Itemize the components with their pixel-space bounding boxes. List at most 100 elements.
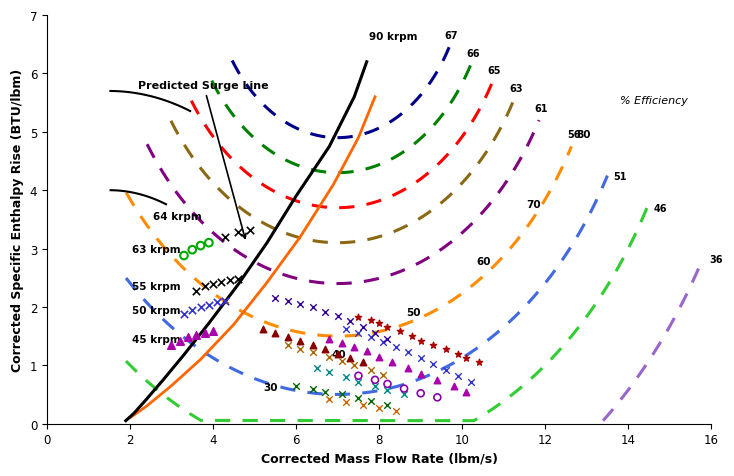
Point bbox=[390, 407, 401, 415]
Point bbox=[219, 298, 231, 305]
Point bbox=[386, 359, 398, 367]
Point bbox=[294, 300, 306, 308]
Point bbox=[195, 303, 206, 311]
Point bbox=[415, 337, 426, 345]
Text: Predicted Surge Line: Predicted Surge Line bbox=[138, 81, 269, 239]
Point bbox=[374, 404, 385, 412]
Text: 80: 80 bbox=[576, 129, 591, 139]
Point bbox=[352, 394, 364, 402]
Text: 67: 67 bbox=[445, 31, 458, 41]
Point bbox=[365, 398, 377, 406]
Text: 30: 30 bbox=[263, 382, 277, 392]
Point bbox=[369, 376, 381, 384]
Point bbox=[382, 336, 393, 343]
Point bbox=[382, 324, 393, 331]
Text: 65: 65 bbox=[487, 66, 501, 76]
Y-axis label: Corrected Specific Enthalpy Rise (BTU/lbm): Corrected Specific Enthalpy Rise (BTU/lb… bbox=[11, 69, 24, 371]
Point bbox=[191, 287, 203, 295]
Point bbox=[199, 283, 211, 291]
Text: 63: 63 bbox=[509, 84, 523, 93]
Point bbox=[269, 330, 281, 337]
Point bbox=[324, 336, 335, 343]
Point bbox=[357, 401, 368, 409]
Point bbox=[465, 378, 476, 386]
X-axis label: Corrected Mass Flow Rate (lbm/s): Corrected Mass Flow Rate (lbm/s) bbox=[261, 452, 498, 465]
Point bbox=[402, 349, 414, 357]
Point bbox=[415, 390, 426, 397]
Point bbox=[269, 295, 281, 302]
Point bbox=[344, 318, 356, 326]
Point bbox=[195, 242, 206, 250]
Point bbox=[282, 334, 294, 341]
Point bbox=[352, 378, 364, 386]
Point bbox=[374, 320, 385, 327]
Point bbox=[361, 347, 373, 355]
Point bbox=[319, 388, 331, 396]
Point bbox=[294, 337, 306, 345]
Point bbox=[452, 372, 464, 380]
Point bbox=[336, 339, 348, 347]
Point bbox=[349, 343, 360, 351]
Point bbox=[460, 388, 472, 396]
Point bbox=[290, 382, 302, 390]
Point bbox=[399, 391, 410, 398]
Point bbox=[207, 280, 219, 288]
Text: 70: 70 bbox=[526, 199, 541, 209]
Point bbox=[365, 367, 377, 374]
Point bbox=[186, 307, 198, 314]
Point bbox=[324, 353, 335, 360]
Point bbox=[207, 328, 219, 336]
Point bbox=[244, 227, 256, 234]
Point bbox=[178, 252, 190, 260]
Point bbox=[336, 357, 348, 365]
Point bbox=[216, 278, 228, 286]
Point bbox=[357, 324, 368, 331]
Text: 40: 40 bbox=[332, 349, 346, 359]
Point bbox=[473, 359, 484, 367]
Point bbox=[191, 331, 203, 339]
Point bbox=[166, 341, 178, 349]
Text: 55 krpm: 55 krpm bbox=[132, 282, 181, 292]
Point bbox=[377, 371, 389, 378]
Text: 64 krpm: 64 krpm bbox=[153, 212, 202, 222]
Point bbox=[369, 382, 381, 390]
Point bbox=[307, 385, 319, 393]
Text: 36: 36 bbox=[709, 254, 722, 264]
Point bbox=[336, 391, 348, 398]
Text: 61: 61 bbox=[534, 104, 548, 114]
Point bbox=[407, 333, 418, 340]
Point bbox=[178, 310, 190, 318]
Point bbox=[415, 355, 426, 362]
Point bbox=[282, 298, 294, 305]
Point bbox=[219, 234, 231, 241]
Point bbox=[402, 365, 414, 372]
Point bbox=[324, 396, 335, 403]
Point bbox=[232, 229, 244, 237]
Point bbox=[332, 350, 344, 357]
Point bbox=[382, 386, 393, 394]
Point bbox=[203, 239, 215, 247]
Text: 63 krpm: 63 krpm bbox=[132, 244, 181, 254]
Text: % Efficiency: % Efficiency bbox=[620, 96, 688, 105]
Point bbox=[319, 308, 331, 316]
Text: 60: 60 bbox=[477, 256, 491, 266]
Point bbox=[432, 394, 443, 401]
Point bbox=[357, 359, 368, 367]
Point bbox=[307, 341, 319, 349]
Point bbox=[382, 380, 393, 388]
Point bbox=[340, 326, 352, 333]
Point bbox=[340, 373, 352, 381]
Text: 51: 51 bbox=[614, 171, 627, 181]
Point bbox=[374, 353, 385, 360]
Point bbox=[311, 365, 323, 372]
Point bbox=[448, 382, 459, 390]
Point bbox=[352, 314, 364, 322]
Text: 50 krpm: 50 krpm bbox=[132, 305, 181, 315]
Point bbox=[352, 372, 364, 380]
Point bbox=[365, 334, 377, 341]
Point bbox=[232, 276, 244, 283]
Point bbox=[352, 330, 364, 337]
Point bbox=[440, 367, 451, 374]
Point bbox=[399, 385, 410, 393]
Point bbox=[349, 362, 360, 369]
